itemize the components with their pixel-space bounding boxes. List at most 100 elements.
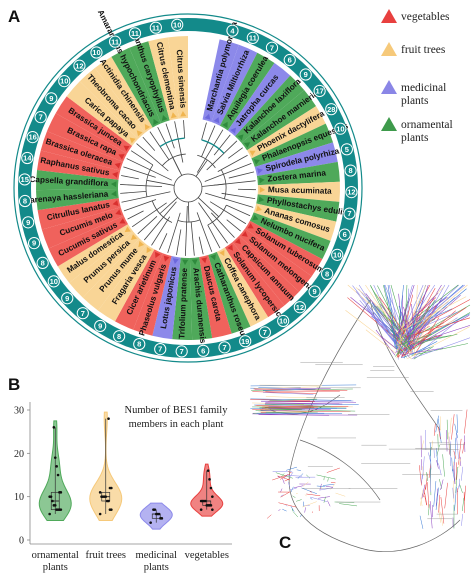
gene-family-tree (250, 284, 471, 552)
count-badge (47, 275, 60, 288)
tree-branch (287, 475, 303, 477)
tree-branch (411, 337, 471, 359)
tree-branch (252, 413, 330, 416)
count-badge (283, 53, 296, 67)
data-point (154, 512, 158, 516)
species-sector (79, 67, 146, 139)
count-badge (154, 343, 167, 356)
species-sector (235, 75, 305, 143)
category-marker (123, 145, 130, 152)
count-badge (313, 84, 326, 98)
category-marker (115, 209, 122, 216)
species-sector (257, 181, 340, 202)
count-badge (27, 237, 41, 250)
species-sector (152, 256, 181, 340)
data-point (152, 508, 155, 511)
tree-branch (462, 497, 465, 512)
data-point (58, 491, 61, 494)
tree-branch (411, 341, 438, 355)
tree-branch (309, 491, 312, 493)
tree-branch (429, 442, 432, 470)
count-badge (128, 27, 142, 40)
x-category-label: fruit trees (85, 550, 126, 561)
count-value: 19 (241, 337, 249, 346)
category-marker (146, 246, 152, 254)
category-marker (259, 177, 265, 184)
data-point (98, 491, 102, 494)
species-sector (239, 228, 312, 292)
count-value: 10 (333, 250, 341, 259)
count-value: 12 (296, 303, 304, 312)
count-badge (258, 326, 271, 339)
y-tick-label: 10 (14, 492, 24, 503)
species-sector (37, 198, 121, 230)
data-point (55, 465, 58, 468)
count-badge (73, 59, 86, 72)
category-marker (227, 244, 233, 251)
data-point (209, 486, 213, 490)
tree-branch (289, 471, 294, 478)
count-value: 10 (336, 124, 344, 133)
tree-branch (261, 401, 357, 403)
tree-branch (454, 437, 457, 463)
tree-branch (253, 388, 348, 391)
tree-branch (454, 486, 457, 511)
category-marker (255, 205, 262, 212)
count-badge (299, 68, 312, 81)
species-sector (254, 142, 338, 176)
tree-branch (463, 491, 465, 513)
species-sector (55, 96, 133, 154)
category-marker (259, 186, 266, 193)
species-sector (69, 231, 140, 298)
species-sector (172, 257, 193, 340)
tree-branch (391, 322, 396, 348)
data-point (55, 508, 58, 511)
data-point (53, 456, 57, 459)
count-value: 8 (325, 270, 329, 279)
count-badge (343, 207, 356, 220)
tree-branch (327, 500, 331, 507)
category-marker (182, 259, 189, 266)
tree-branch (409, 284, 468, 334)
species-sector (148, 37, 179, 121)
species-sector (232, 235, 300, 306)
tree-branch (460, 466, 464, 481)
category-marker (155, 251, 161, 259)
tree-branch (403, 317, 410, 345)
count-badge (325, 103, 338, 116)
tree-branch (397, 286, 444, 331)
category-marker (129, 137, 136, 144)
tree-branch (306, 474, 311, 479)
tree-branch (261, 406, 309, 409)
category-marker (180, 110, 187, 117)
data-point (107, 417, 110, 420)
category-marker (170, 112, 177, 119)
tree-branch (294, 485, 304, 488)
species-sector (46, 113, 128, 162)
species-sector (251, 123, 333, 167)
tree-branch (316, 485, 325, 487)
count-value: 7 (39, 113, 43, 122)
tree-branch (300, 514, 302, 518)
tree-branch (405, 297, 449, 345)
x-category-label: plants (144, 562, 169, 573)
count-badge (133, 337, 146, 351)
tree-branch (449, 417, 452, 434)
category-marker (163, 255, 170, 262)
tree-branch (282, 508, 287, 512)
count-badge (58, 75, 71, 88)
data-point (51, 499, 54, 503)
category-marker (112, 200, 119, 207)
tree-branch (401, 347, 443, 356)
data-point (105, 499, 109, 503)
count-value: 9 (26, 218, 30, 227)
tree-branch (325, 486, 334, 488)
category-marker (234, 238, 241, 245)
count-value: 14 (23, 154, 32, 163)
count-value: 9 (313, 287, 317, 296)
count-badge (90, 46, 103, 59)
species-sector (256, 161, 340, 186)
count-badge (94, 319, 107, 333)
tree-branch (464, 435, 466, 453)
